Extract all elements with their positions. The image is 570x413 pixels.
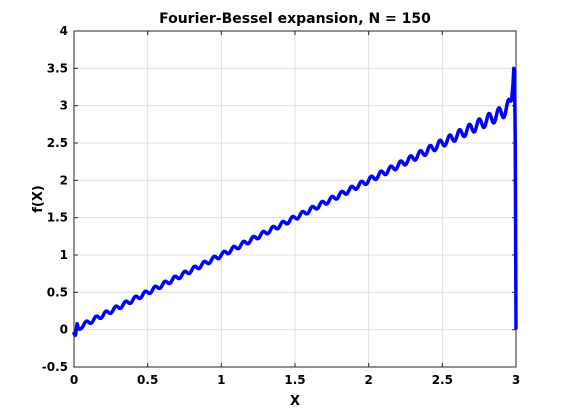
y-axis-label: f(X) xyxy=(31,185,46,213)
y-tick-label: 3.5 xyxy=(47,61,68,75)
y-tick-label: 1 xyxy=(60,248,68,262)
x-tick-label: 1 xyxy=(217,373,225,387)
x-tick-label: 0 xyxy=(70,373,78,387)
chart-title: Fourier-Bessel expansion, N = 150 xyxy=(159,11,431,27)
y-tick-label: 4 xyxy=(60,24,68,38)
x-axis-label: X xyxy=(290,394,300,409)
series-layer xyxy=(72,66,518,338)
x-tick-label: 1.5 xyxy=(284,373,305,387)
y-tick-label: 2.5 xyxy=(47,136,68,150)
y-tick-label: -0.5 xyxy=(42,360,68,374)
x-tick-label: 3 xyxy=(512,373,520,387)
ticks: 0 0.5 1 1.5 2 2.5 3-0.500.511.522.533.54 xyxy=(42,24,520,387)
y-tick-label: 2 xyxy=(60,173,68,187)
y-tick-label: 0 xyxy=(60,323,68,337)
series-line xyxy=(72,66,518,338)
y-tick-label: 0.5 xyxy=(47,285,68,299)
x-tick-label: 2 xyxy=(364,373,372,387)
y-tick-label: 1.5 xyxy=(47,211,68,225)
x-tick-label: 0.5 xyxy=(137,373,158,387)
x-tick-label: 2.5 xyxy=(432,373,453,387)
y-tick-label: 3 xyxy=(60,99,68,113)
